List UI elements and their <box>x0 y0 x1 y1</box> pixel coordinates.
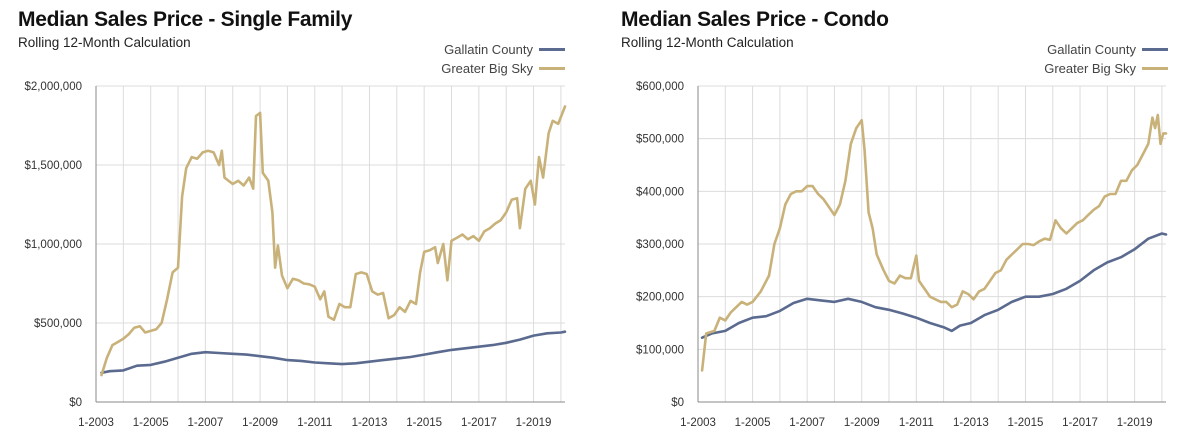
chart-subtitle: Rolling 12-Month Calculation <box>621 35 794 50</box>
series-line-greater-big-sky <box>100 105 567 377</box>
x-tick-label: 1-2007 <box>187 417 223 429</box>
x-tick-label: 1-2011 <box>899 417 934 429</box>
series-line-gallatin-county <box>700 232 1168 339</box>
y-tick-label: $100,000 <box>636 344 684 356</box>
single-family-chart-panel: Median Sales Price - Single Family Rolli… <box>18 8 567 429</box>
series-line-greater-big-sky <box>700 113 1168 372</box>
x-tick-label: 1-2011 <box>297 417 332 429</box>
x-tick-label: 1-2003 <box>78 417 114 429</box>
legend-item-gallatin: Gallatin County <box>441 40 565 59</box>
legend-item-big-sky: Greater Big Sky <box>441 59 565 78</box>
x-tick-label: 1-2009 <box>242 417 278 429</box>
y-tick-label: $1,500,000 <box>24 160 82 172</box>
legend-swatch <box>539 67 565 70</box>
y-tick-label: $0 <box>69 397 82 409</box>
y-tick-label: $1,000,000 <box>24 239 82 251</box>
x-tick-label: 1-2017 <box>1062 417 1098 429</box>
legend-swatch <box>539 48 565 51</box>
x-tick-label: 1-2003 <box>680 417 716 429</box>
x-tick-label: 1-2015 <box>406 417 442 429</box>
x-tick-label: 1-2007 <box>789 417 825 429</box>
x-tick-label: 1-2019 <box>516 417 552 429</box>
x-tick-label: 1-2013 <box>953 417 989 429</box>
legend-swatch <box>1142 48 1168 51</box>
legend-label: Gallatin County <box>1047 42 1136 57</box>
gridlines <box>697 85 1166 403</box>
x-tick-label: 1-2017 <box>461 417 497 429</box>
condo-plot: $0 $100,000 $200,000 $300,000 $400,000 $500,0… <box>636 81 1168 429</box>
single-family-plot: $0 $500,000 $1,000,000 $1,500,000 $2,000,000… <box>24 81 567 429</box>
x-tick-label: 1-2009 <box>844 417 880 429</box>
series-line-gallatin-county <box>100 330 567 375</box>
chart-legend: Gallatin County Greater Big Sky <box>1044 40 1168 78</box>
x-tick-label: 1-2013 <box>352 417 388 429</box>
legend-label: Greater Big Sky <box>1044 61 1136 76</box>
legend-swatch <box>1142 67 1168 70</box>
chart-title: Median Sales Price - Condo <box>621 8 889 31</box>
y-tick-label: $500,000 <box>636 134 684 146</box>
y-tick-label: $0 <box>671 397 684 409</box>
x-tick-label: 1-2015 <box>1008 417 1044 429</box>
legend-item-big-sky: Greater Big Sky <box>1044 59 1168 78</box>
y-tick-label: $400,000 <box>636 186 684 198</box>
gridlines <box>95 85 565 403</box>
condo-chart-panel: Median Sales Price - Condo Rolling 12-Mo… <box>603 0 1186 443</box>
y-tick-label: $300,000 <box>636 239 684 251</box>
y-tick-label: $600,000 <box>636 81 684 93</box>
legend-label: Greater Big Sky <box>441 61 533 76</box>
y-tick-label: $200,000 <box>636 292 684 304</box>
y-tick-label: $2,000,000 <box>24 81 82 93</box>
chart-legend: Gallatin County Greater Big Sky <box>441 40 565 78</box>
legend-label: Gallatin County <box>444 42 533 57</box>
y-tick-label: $500,000 <box>34 318 82 330</box>
legend-item-gallatin: Gallatin County <box>1044 40 1168 59</box>
chart-subtitle: Rolling 12-Month Calculation <box>18 35 191 50</box>
x-tick-label: 1-2019 <box>1117 417 1153 429</box>
x-tick-label: 1-2005 <box>133 417 169 429</box>
chart-title: Median Sales Price - Single Family <box>18 8 353 31</box>
x-tick-label: 1-2005 <box>735 417 771 429</box>
